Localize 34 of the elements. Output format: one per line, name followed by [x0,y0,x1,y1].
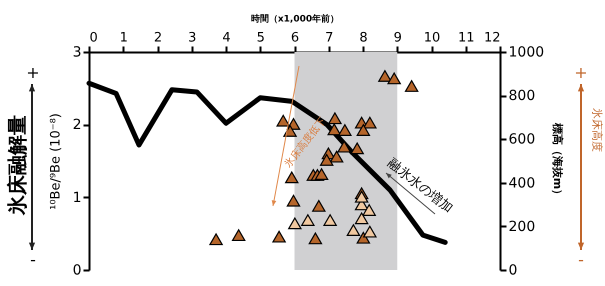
y2-tick-label: 0 [508,262,518,278]
text: - [578,250,584,269]
x-tick-label: 9 [394,30,402,46]
y-axis-title: ¹⁰Be/⁹Be (10⁻⁸) [48,113,64,210]
annotation: 融氷水の増加 [384,156,456,216]
text: + [574,63,588,82]
y2-tick-label: 200 [508,218,536,235]
y-tick-label: 3 [72,44,82,60]
y-tick-label: 2 [72,117,82,134]
x-tick-label: 7 [325,30,334,46]
x-tick-label: 8 [359,30,368,46]
y2-tick-label: 400 [508,175,536,192]
x-tick-label: 10 [424,30,440,46]
x-axis-title: 時間（x1,000年前） [250,14,340,24]
x-tick-label: 0 [90,30,98,46]
annotation: 氷床高度低下 [282,116,328,170]
x-tick-label: 1 [120,30,128,46]
x-tick-label: 12 [484,30,500,46]
text: 氷床融解量 [5,115,29,215]
y2-axis-title: 標高（海抜m） [551,122,564,200]
text: - [30,250,36,269]
y2-tick-label: 1000 [508,44,544,60]
x-tick-label: 5 [256,30,265,46]
y-tick-label: 1 [72,190,82,206]
y2-tick-label: 600 [508,132,536,148]
x-tick-label: 4 [222,30,231,46]
text: + [26,63,40,82]
y2-tick-label: 800 [508,88,536,104]
x-tick-label: 11 [458,30,475,46]
x-tick-label: 3 [188,30,196,46]
x-tick-label: 6 [290,30,300,46]
y-tick-label: 0 [72,262,82,278]
x-tick-label: 2 [154,30,162,46]
text: 氷床高度 [590,108,604,152]
